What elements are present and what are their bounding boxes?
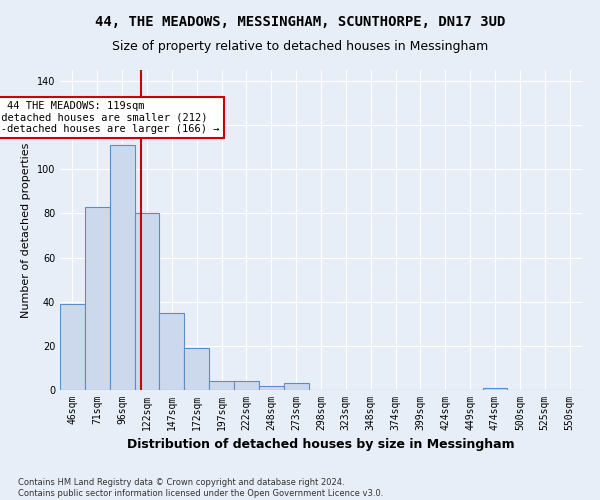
Bar: [234, 381, 259, 390]
Bar: [184, 348, 209, 390]
Bar: [160, 313, 184, 390]
Bar: [110, 145, 134, 390]
Text: Size of property relative to detached houses in Messingham: Size of property relative to detached ho…: [112, 40, 488, 53]
Text: 44 THE MEADOWS: 119sqm
← 56% of detached houses are smaller (212)
44% of semi-de: 44 THE MEADOWS: 119sqm ← 56% of detached…: [0, 101, 220, 134]
Text: Contains HM Land Registry data © Crown copyright and database right 2024.
Contai: Contains HM Land Registry data © Crown c…: [18, 478, 383, 498]
Bar: [209, 381, 234, 390]
Bar: [60, 304, 85, 390]
X-axis label: Distribution of detached houses by size in Messingham: Distribution of detached houses by size …: [127, 438, 515, 452]
Bar: [134, 214, 160, 390]
Bar: [85, 207, 110, 390]
Bar: [259, 386, 284, 390]
Bar: [482, 388, 508, 390]
Bar: [284, 384, 308, 390]
Text: 44, THE MEADOWS, MESSINGHAM, SCUNTHORPE, DN17 3UD: 44, THE MEADOWS, MESSINGHAM, SCUNTHORPE,…: [95, 15, 505, 29]
Y-axis label: Number of detached properties: Number of detached properties: [21, 142, 31, 318]
